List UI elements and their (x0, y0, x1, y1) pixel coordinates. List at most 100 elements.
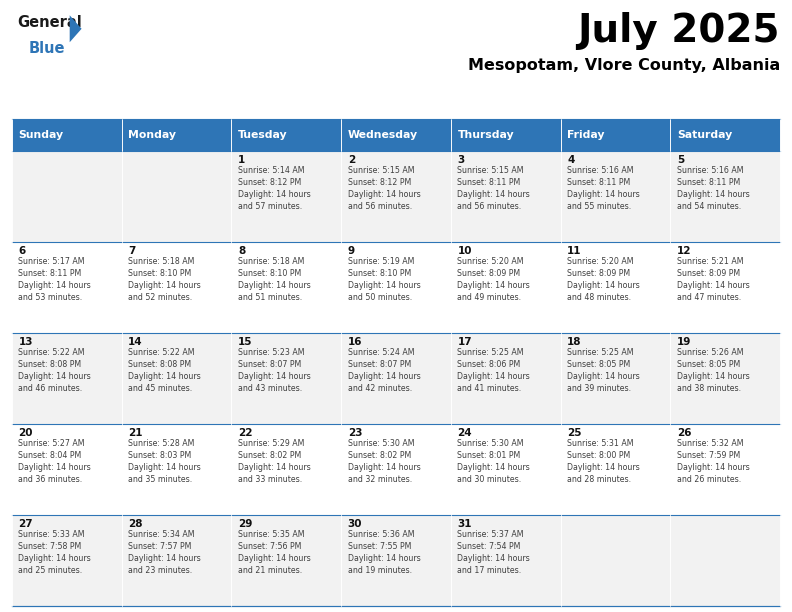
Text: 7: 7 (128, 246, 135, 256)
Bar (12, 333, 122, 424)
Text: Sunrise: 5:29 AM
Sunset: 8:02 PM
Daylight: 14 hours
and 33 minutes.: Sunrise: 5:29 AM Sunset: 8:02 PM Dayligh… (238, 439, 310, 484)
Bar (561, 151, 670, 242)
Bar (231, 242, 341, 333)
Text: Sunrise: 5:22 AM
Sunset: 8:08 PM
Daylight: 14 hours
and 46 minutes.: Sunrise: 5:22 AM Sunset: 8:08 PM Dayligh… (18, 348, 91, 393)
Text: General: General (17, 15, 82, 31)
Bar (231, 515, 341, 606)
Text: Sunrise: 5:34 AM
Sunset: 7:57 PM
Daylight: 14 hours
and 23 minutes.: Sunrise: 5:34 AM Sunset: 7:57 PM Dayligh… (128, 529, 201, 575)
Bar (341, 424, 451, 515)
Text: Mesopotam, Vlore County, Albania: Mesopotam, Vlore County, Albania (468, 58, 780, 73)
Bar (341, 119, 451, 151)
Text: 31: 31 (458, 518, 472, 529)
Polygon shape (70, 15, 82, 42)
Text: 15: 15 (238, 337, 253, 347)
Text: Wednesday: Wednesday (348, 130, 418, 140)
Bar (12, 119, 122, 151)
Text: Sunrise: 5:15 AM
Sunset: 8:12 PM
Daylight: 14 hours
and 56 minutes.: Sunrise: 5:15 AM Sunset: 8:12 PM Dayligh… (348, 166, 421, 211)
Text: 27: 27 (18, 518, 33, 529)
Text: 12: 12 (677, 246, 691, 256)
Text: 4: 4 (567, 155, 574, 165)
Bar (122, 151, 231, 242)
Bar (12, 151, 122, 242)
Text: Sunrise: 5:15 AM
Sunset: 8:11 PM
Daylight: 14 hours
and 56 minutes.: Sunrise: 5:15 AM Sunset: 8:11 PM Dayligh… (458, 166, 530, 211)
Bar (231, 151, 341, 242)
Text: Sunrise: 5:30 AM
Sunset: 8:02 PM
Daylight: 14 hours
and 32 minutes.: Sunrise: 5:30 AM Sunset: 8:02 PM Dayligh… (348, 439, 421, 484)
Bar (451, 515, 561, 606)
Text: 8: 8 (238, 246, 246, 256)
Text: 25: 25 (567, 428, 581, 438)
Bar (561, 424, 670, 515)
Text: Sunrise: 5:17 AM
Sunset: 8:11 PM
Daylight: 14 hours
and 53 minutes.: Sunrise: 5:17 AM Sunset: 8:11 PM Dayligh… (18, 257, 91, 302)
Bar (451, 333, 561, 424)
Text: 24: 24 (458, 428, 472, 438)
Text: 13: 13 (18, 337, 33, 347)
Bar (231, 333, 341, 424)
Text: 18: 18 (567, 337, 581, 347)
Text: 26: 26 (677, 428, 691, 438)
Text: 22: 22 (238, 428, 253, 438)
Text: 2: 2 (348, 155, 355, 165)
Bar (561, 333, 670, 424)
Text: Friday: Friday (567, 130, 605, 140)
Text: 11: 11 (567, 246, 581, 256)
Text: Sunrise: 5:28 AM
Sunset: 8:03 PM
Daylight: 14 hours
and 35 minutes.: Sunrise: 5:28 AM Sunset: 8:03 PM Dayligh… (128, 439, 201, 484)
Text: 29: 29 (238, 518, 253, 529)
Text: 1: 1 (238, 155, 246, 165)
Bar (122, 119, 231, 151)
Bar (122, 424, 231, 515)
Text: 23: 23 (348, 428, 362, 438)
Bar (341, 515, 451, 606)
Text: Sunrise: 5:18 AM
Sunset: 8:10 PM
Daylight: 14 hours
and 52 minutes.: Sunrise: 5:18 AM Sunset: 8:10 PM Dayligh… (128, 257, 201, 302)
Bar (561, 515, 670, 606)
Bar (341, 242, 451, 333)
Text: Sunrise: 5:37 AM
Sunset: 7:54 PM
Daylight: 14 hours
and 17 minutes.: Sunrise: 5:37 AM Sunset: 7:54 PM Dayligh… (458, 529, 530, 575)
Bar (122, 515, 231, 606)
Text: Sunrise: 5:30 AM
Sunset: 8:01 PM
Daylight: 14 hours
and 30 minutes.: Sunrise: 5:30 AM Sunset: 8:01 PM Dayligh… (458, 439, 530, 484)
Bar (561, 119, 670, 151)
Text: 5: 5 (677, 155, 684, 165)
Text: 6: 6 (18, 246, 25, 256)
Text: 20: 20 (18, 428, 33, 438)
Text: 10: 10 (458, 246, 472, 256)
Text: Sunrise: 5:20 AM
Sunset: 8:09 PM
Daylight: 14 hours
and 49 minutes.: Sunrise: 5:20 AM Sunset: 8:09 PM Dayligh… (458, 257, 530, 302)
Text: Sunday: Sunday (18, 130, 63, 140)
Bar (341, 333, 451, 424)
Text: Sunrise: 5:22 AM
Sunset: 8:08 PM
Daylight: 14 hours
and 45 minutes.: Sunrise: 5:22 AM Sunset: 8:08 PM Dayligh… (128, 348, 201, 393)
Text: Sunrise: 5:35 AM
Sunset: 7:56 PM
Daylight: 14 hours
and 21 minutes.: Sunrise: 5:35 AM Sunset: 7:56 PM Dayligh… (238, 529, 310, 575)
Text: Sunrise: 5:33 AM
Sunset: 7:58 PM
Daylight: 14 hours
and 25 minutes.: Sunrise: 5:33 AM Sunset: 7:58 PM Dayligh… (18, 529, 91, 575)
Bar (670, 424, 780, 515)
Text: 14: 14 (128, 337, 143, 347)
Bar (451, 242, 561, 333)
Text: 17: 17 (458, 337, 472, 347)
Text: Monday: Monday (128, 130, 176, 140)
Bar (231, 424, 341, 515)
Text: Sunrise: 5:19 AM
Sunset: 8:10 PM
Daylight: 14 hours
and 50 minutes.: Sunrise: 5:19 AM Sunset: 8:10 PM Dayligh… (348, 257, 421, 302)
Text: Sunrise: 5:24 AM
Sunset: 8:07 PM
Daylight: 14 hours
and 42 minutes.: Sunrise: 5:24 AM Sunset: 8:07 PM Dayligh… (348, 348, 421, 393)
Text: Sunrise: 5:25 AM
Sunset: 8:05 PM
Daylight: 14 hours
and 39 minutes.: Sunrise: 5:25 AM Sunset: 8:05 PM Dayligh… (567, 348, 640, 393)
Text: Sunrise: 5:32 AM
Sunset: 7:59 PM
Daylight: 14 hours
and 26 minutes.: Sunrise: 5:32 AM Sunset: 7:59 PM Dayligh… (677, 439, 750, 484)
Text: 30: 30 (348, 518, 362, 529)
Bar (670, 242, 780, 333)
Text: Tuesday: Tuesday (238, 130, 287, 140)
Text: Sunrise: 5:20 AM
Sunset: 8:09 PM
Daylight: 14 hours
and 48 minutes.: Sunrise: 5:20 AM Sunset: 8:09 PM Dayligh… (567, 257, 640, 302)
Text: Sunrise: 5:16 AM
Sunset: 8:11 PM
Daylight: 14 hours
and 54 minutes.: Sunrise: 5:16 AM Sunset: 8:11 PM Dayligh… (677, 166, 750, 211)
Text: Sunrise: 5:18 AM
Sunset: 8:10 PM
Daylight: 14 hours
and 51 minutes.: Sunrise: 5:18 AM Sunset: 8:10 PM Dayligh… (238, 257, 310, 302)
Text: 9: 9 (348, 246, 355, 256)
Bar (561, 242, 670, 333)
Bar (122, 242, 231, 333)
Bar (670, 515, 780, 606)
Text: 28: 28 (128, 518, 143, 529)
Text: Sunrise: 5:26 AM
Sunset: 8:05 PM
Daylight: 14 hours
and 38 minutes.: Sunrise: 5:26 AM Sunset: 8:05 PM Dayligh… (677, 348, 750, 393)
Bar (670, 119, 780, 151)
Bar (341, 151, 451, 242)
Text: Sunrise: 5:25 AM
Sunset: 8:06 PM
Daylight: 14 hours
and 41 minutes.: Sunrise: 5:25 AM Sunset: 8:06 PM Dayligh… (458, 348, 530, 393)
Bar (12, 242, 122, 333)
Text: Blue: Blue (29, 41, 65, 56)
Text: 21: 21 (128, 428, 143, 438)
Text: Saturday: Saturday (677, 130, 733, 140)
Bar (451, 424, 561, 515)
Text: Sunrise: 5:27 AM
Sunset: 8:04 PM
Daylight: 14 hours
and 36 minutes.: Sunrise: 5:27 AM Sunset: 8:04 PM Dayligh… (18, 439, 91, 484)
Text: Sunrise: 5:21 AM
Sunset: 8:09 PM
Daylight: 14 hours
and 47 minutes.: Sunrise: 5:21 AM Sunset: 8:09 PM Dayligh… (677, 257, 750, 302)
Text: Sunrise: 5:16 AM
Sunset: 8:11 PM
Daylight: 14 hours
and 55 minutes.: Sunrise: 5:16 AM Sunset: 8:11 PM Dayligh… (567, 166, 640, 211)
Text: 19: 19 (677, 337, 691, 347)
